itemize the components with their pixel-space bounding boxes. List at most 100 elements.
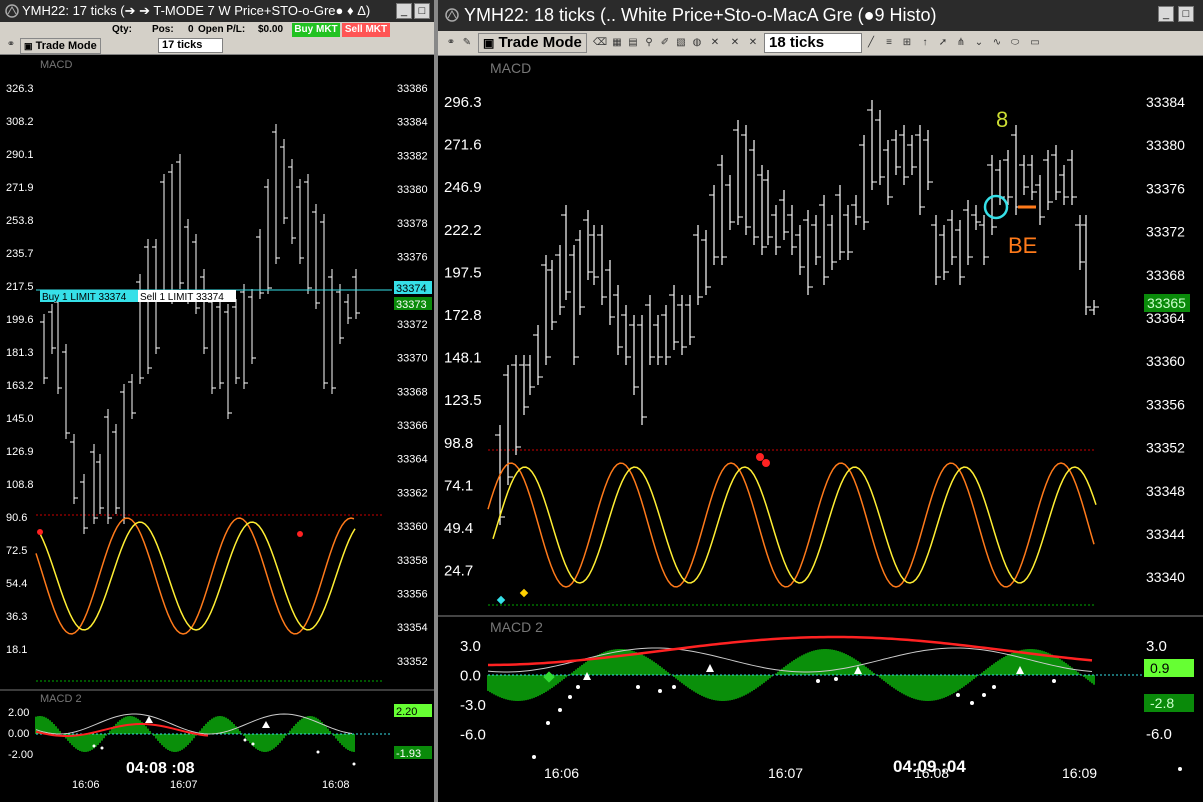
maximize-icon[interactable]: □ [414,3,430,19]
left-chart-window: YMH22: 17 ticks (➔ ➔ T-MODE 7 W Price+ST… [0,0,436,802]
signal-dot [37,529,43,535]
osc-axis-tick: 90.6 [6,512,27,524]
price-axis-tick: 33372 [397,319,428,331]
annotation-circle [983,194,1009,220]
arrow-tool-icon[interactable]: ➚ [938,37,948,48]
pos-value: 0 [188,24,194,35]
buy-arrow-marker [854,666,862,674]
minimize-icon[interactable]: _ [1158,6,1174,22]
price-axis-tick: 33382 [397,150,428,162]
macd2-up-tag: 2.20 [396,706,417,718]
trade-mode-button[interactable]: ▣ Trade Mode [478,33,587,53]
close-x-icon-3[interactable]: ✕ [748,37,758,48]
price-axis-tick: 33344 [1146,526,1185,542]
buy-arrow-marker [262,721,270,728]
arrow-up-icon[interactable]: ↑ [922,37,928,48]
hline-tool-icon[interactable]: ≡ [886,37,892,48]
price-axis-tick: 33380 [397,184,428,196]
osc-axis-tick: 123.5 [444,392,482,409]
link-icon[interactable]: ⚭ [6,39,16,50]
price-axis-tick: 33362 [397,487,428,499]
interval-selector[interactable]: 17 ticks [158,38,223,53]
sell-market-button[interactable]: Sell MKT [342,23,390,37]
chevron-down-icon[interactable]: ⌄ [974,37,984,48]
price-axis-tick: 33368 [1146,267,1185,283]
price-axis-tick: 33376 [1146,180,1185,196]
maximize-icon[interactable]: □ [1178,6,1194,22]
macd2-axis-tick: 2.00 [8,707,29,719]
link-icon[interactable]: ⚭ [446,37,456,48]
price-axis-tick: 33366 [397,420,428,432]
macd2-dot [970,701,974,705]
right-title-bar[interactable]: YMH22: 18 ticks (.. White Price+Sto-o-Ma… [438,0,1203,32]
trade-mode-icon: ▣ [24,41,33,51]
macd2-axis-tick: 3.0 [460,638,481,655]
macd2-axis-tick: 0.0 [460,668,481,685]
sell-order-text: Sell 1 LIMIT 33374 [140,292,224,303]
macd2-axis-tick: 0.00 [8,728,29,740]
signal-dot [756,453,764,461]
osc-axis-tick: 18.1 [6,644,27,656]
time-axis-label: 16:06 [72,779,100,791]
osc-axis-tick: 246.9 [444,179,482,196]
grid-icon[interactable]: ▦ [612,37,622,48]
macd2-signal-line [35,713,353,735]
rectangle-icon[interactable]: ▭ [1030,37,1040,48]
left-title-bar[interactable]: YMH22: 17 ticks (➔ ➔ T-MODE 7 W Price+ST… [0,0,434,23]
pencil-icon[interactable]: ✎ [462,37,472,48]
annotation-number: 8 [996,107,1008,132]
price-axis-tick: 33384 [1146,94,1185,110]
buy-arrow-marker [145,716,153,723]
macd2-dot [834,677,838,681]
macd2-up-tag: 0.9 [1150,660,1170,676]
sell-order-tag [138,290,236,302]
trade-mode-button[interactable]: ▣ Trade Mode [20,38,101,54]
ellipse-icon[interactable]: ⬭ [1010,37,1020,48]
panel-label-macd2: MACD 2 [40,693,82,705]
osc-axis-tick: 148.1 [444,350,482,367]
price-axis-tick: 33352 [397,656,428,668]
osc-axis-tick: 126.9 [6,446,34,458]
right-chart-window: YMH22: 18 ticks (.. White Price+Sto-o-Ma… [436,0,1203,802]
pitchfork-icon[interactable]: ⋔ [956,37,966,48]
price-axis-tick: 33364 [1146,310,1185,326]
macd2-dot [100,746,104,750]
panel-label-macd2: MACD 2 [490,619,543,635]
price-axis-tick: 33348 [1146,483,1185,499]
left-price-chart[interactable]: MACD 326.3 308.2 290.1 271.9 253.8 235.7 217.5 1… [0,54,434,802]
osc-axis-tick: 49.4 [444,520,473,537]
price-axis-tick: 33360 [1146,353,1185,369]
eraser-icon[interactable]: ⌫ [593,37,608,48]
line-tool-icon[interactable]: ╱ [867,37,875,48]
wave-icon[interactable]: ∿ [992,37,1002,48]
bid-price-tag-bg [394,297,432,310]
fib-tool-icon[interactable]: ⊞ [902,37,912,48]
drawing-icon[interactable]: ✐ [660,37,670,48]
clipboard-icon[interactable]: ▧ [676,37,686,48]
price-axis-tick: 33358 [397,555,428,567]
signal-dot [297,531,303,537]
price-axis-tick: 33356 [397,589,428,601]
macd2-down-tag-bg [1144,694,1194,712]
macd2-dot [636,685,640,689]
globe-icon[interactable]: ◍ [692,37,702,48]
right-price-chart[interactable]: MACD 296.3 271.6 246.9 222.2 197.5 172.8 148.1 1… [438,55,1203,802]
close-x-icon-2[interactable]: ✕ [730,37,740,48]
minimize-icon[interactable]: _ [396,3,412,19]
time-axis-label: 16:08 [322,779,350,791]
open-pl-label: Open P/L: [198,24,246,35]
buy-market-button[interactable]: Buy MKT [292,23,340,37]
price-axis-tick: 33376 [397,252,428,264]
macd2-dot [352,762,356,766]
chart-icon[interactable]: ▤ [628,37,638,48]
last-price-tag: 33365 [1147,295,1186,311]
macd2-dot [956,693,960,697]
macd2-dot [982,693,986,697]
macd2-dot [546,721,550,725]
interval-selector[interactable]: 18 ticks [764,33,862,53]
left-window-title: YMH22: 17 ticks (➔ ➔ T-MODE 7 W Price+ST… [22,3,371,18]
macd2-signal-line [487,647,1093,673]
zoom-icon[interactable]: ⚲ [645,37,653,48]
price-axis-tick: 33370 [397,353,428,365]
close-x-icon[interactable]: ✕ [710,37,720,48]
